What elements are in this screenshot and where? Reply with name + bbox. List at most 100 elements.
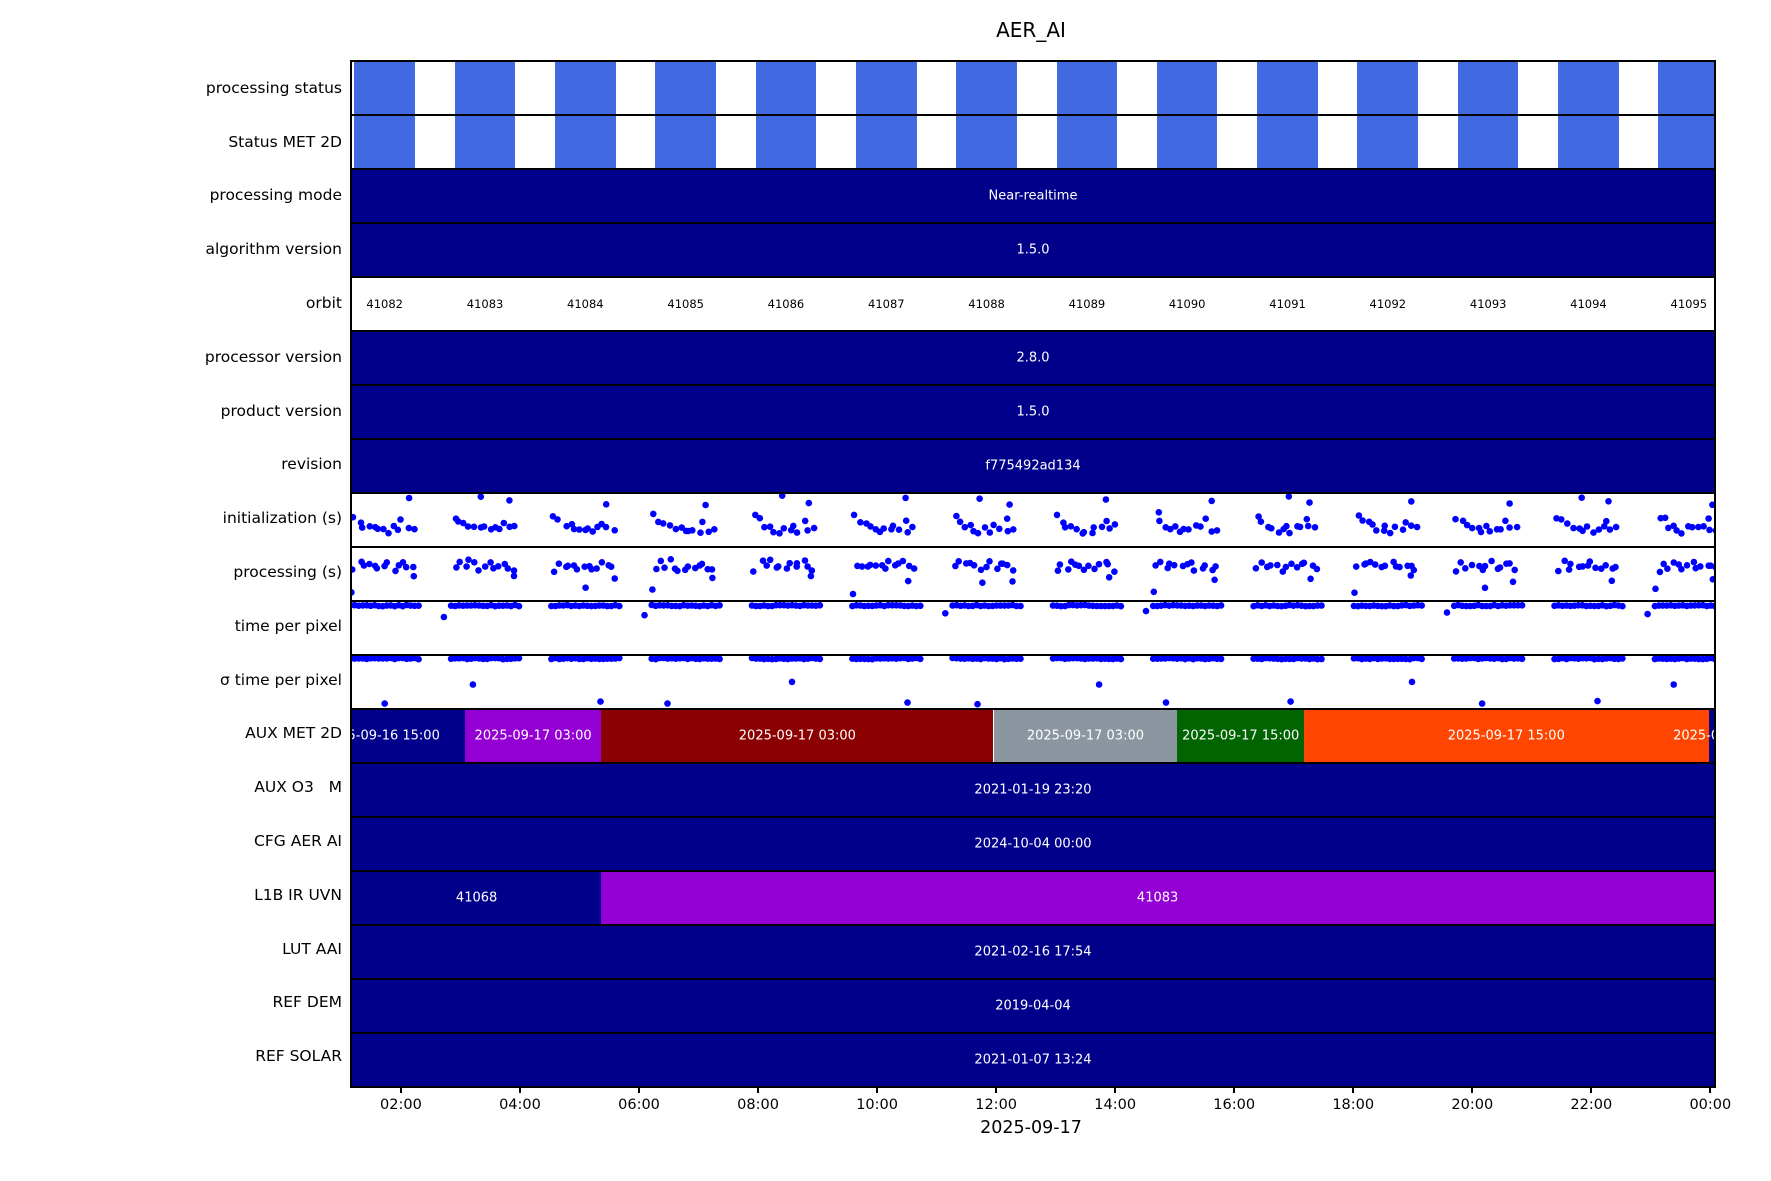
scatter-dot [1418,602,1425,609]
scatter-dot [1661,514,1669,522]
scatter-dot [1601,523,1608,530]
scatter-dot [1683,562,1691,569]
scatter-dot [672,525,680,533]
x-tick-label: 06:00 [618,1097,660,1113]
scatter-dot [1602,562,1609,569]
scatter-dot [776,530,783,537]
scatter-dot [1003,515,1011,522]
bar-value-processor-version: 2.8.0 [1016,350,1050,366]
row-label-cell: algorithm version [0,223,342,275]
scatter-dot [1586,558,1594,565]
scatter-dot [1318,602,1325,609]
scatter-dot [698,560,706,568]
scatter-dot [602,523,610,531]
status-block [1457,116,1519,168]
segment-aux-met-2d-4: 2025-09-17 15:00 [1177,710,1305,762]
scatter-dot [917,602,924,610]
scatter-dot [979,579,986,586]
scatter-dot [1111,521,1119,528]
scatter-dot [790,522,797,530]
scatter-dot [1201,562,1208,569]
scatter-dot [1017,602,1024,610]
scatter-dot [1288,560,1295,568]
row-label-algorithm-version: algorithm version [205,240,342,259]
scatter-dot [967,521,974,529]
row-label-cell: REF SOLAR [0,1030,342,1082]
scatter-dot [808,567,816,574]
scatter-dot [1351,589,1358,596]
scatter-dot [905,562,913,570]
scatter-dot [1478,700,1486,707]
scatter-dot [689,527,696,534]
scatter-dot [996,525,1003,533]
scatter-dot [1293,564,1301,571]
scatter-dot [1367,558,1374,566]
scatter-dot [786,559,793,567]
status-block [1558,62,1619,114]
row-lut-aai: 2021-02-16 17:54 [352,926,1714,978]
row-labels-column: processing status Status MET 2D processing… [0,60,342,1084]
status-block [755,62,817,114]
row-label-cell: time per pixel [0,600,342,652]
scatter-dot [872,562,880,569]
x-tick-label: 00:00 [1689,1097,1732,1113]
x-tick [1590,1086,1593,1093]
scatter-dot [1318,656,1325,663]
scatter-dot [709,574,716,582]
scatter-dot [974,700,981,708]
scatter-dot [1142,607,1150,615]
scatter-dot [1443,609,1451,616]
x-tick-label: 18:00 [1332,1097,1375,1113]
x-tick [1352,1086,1355,1093]
scatter-dot [1152,562,1159,569]
scatter-dot [716,602,723,609]
segment-aux-met-2d-2: 2025-09-17 03:00 [601,710,994,762]
scatter-dot [1709,576,1714,583]
scatter-dot [1706,526,1713,534]
scatter-dot [1300,559,1308,567]
scatter-dot [1612,523,1620,531]
scatter-dot [494,563,502,570]
status-block [354,116,415,168]
bar-value-revision: f775492ad134 [985,458,1081,474]
scatter-dot [1688,523,1696,531]
scatter-dot [1258,559,1265,566]
scatter-dot [904,699,911,706]
scatter-dot [465,556,472,563]
status-block [555,62,616,114]
scatter-dot [1402,519,1409,526]
segment-aux-met-2d-3: 2025-09-17 03:00 [993,710,1178,762]
row-label-ref-dem: REF DEM [272,993,342,1012]
scatter-dot [582,584,589,591]
scatter-dot [1660,560,1667,568]
scatter-dot [1010,526,1017,533]
scatter-dot [1255,513,1262,520]
scatter-dot [1481,562,1489,570]
scatter-dot [1670,559,1678,566]
scatter-dot [399,559,407,566]
scatter-dot [1283,522,1290,530]
orbit-label: 41087 [868,297,905,311]
scatter-dot [904,529,911,536]
scatter-dot [1594,697,1601,705]
scatter-dot [1286,529,1293,537]
scatter-dot [766,523,774,530]
scatter-dot [385,529,392,537]
scatter-dot [1208,497,1215,505]
scatter-dot [974,529,982,537]
scatter-dot [589,528,596,535]
row-label-time-per-pixel: σ time per pixel [219,670,342,689]
scatter-dot [381,700,388,707]
scatter-dot [463,563,470,570]
scatter-dot [1190,567,1198,574]
scatter-dot [469,681,477,688]
row-processing-mode: Near-realtime [352,170,1714,222]
scatter-dot [1656,568,1664,576]
row-label-aux-o3-m: AUX O3 M [254,778,342,797]
scatter-dot [1418,656,1425,663]
scatter-dot [1457,559,1464,566]
status-block [1257,116,1318,168]
scatter-dot [961,523,969,531]
scatter-dot [550,568,558,576]
segment-label: 2025-09-16 15:00 [352,728,440,744]
